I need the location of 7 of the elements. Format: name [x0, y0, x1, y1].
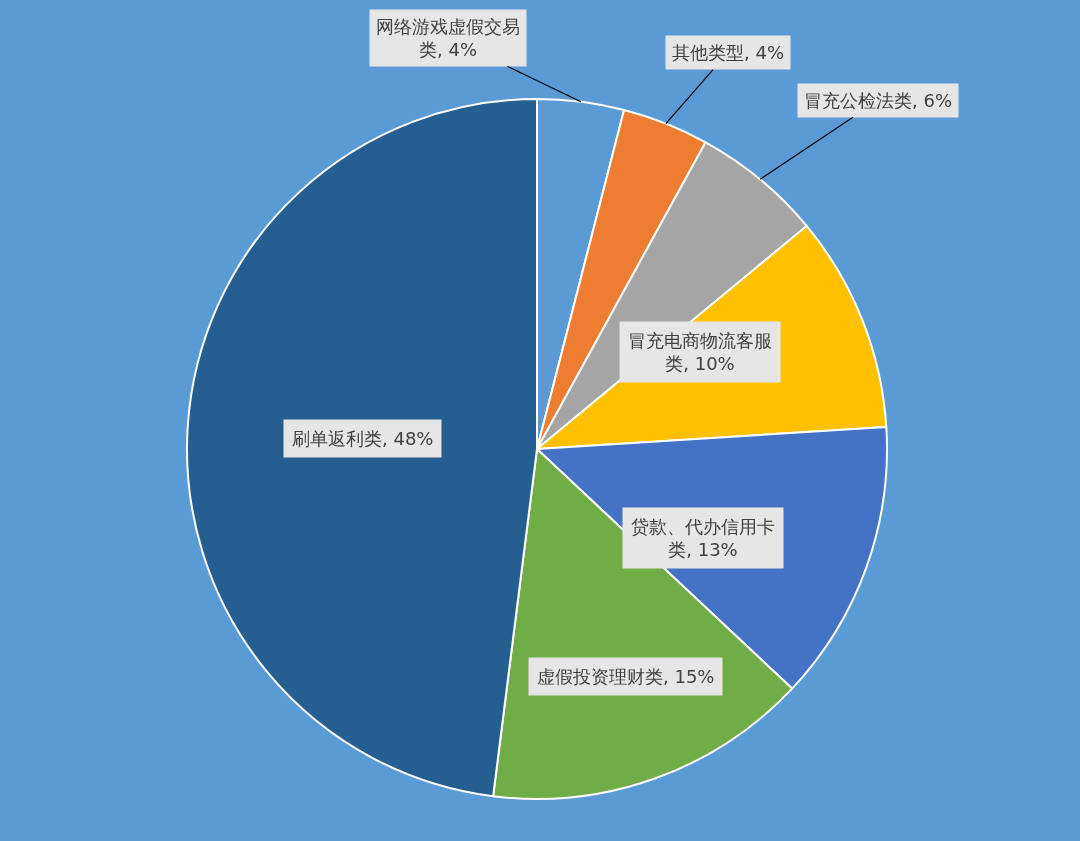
slice-label: 虚假投资理财类, 15%	[537, 666, 715, 687]
slice-label: 网络游戏虚假交易类, 4%	[376, 16, 520, 61]
slice-label: 冒充电商物流客服类, 10%	[628, 330, 772, 375]
slice-label: 其他类型, 4%	[672, 42, 784, 63]
slice-label: 刷单返利类, 48%	[292, 428, 434, 449]
slice-label: 贷款、代办信用卡类, 13%	[631, 516, 775, 561]
slice-label: 冒充公检法类, 6%	[804, 90, 952, 111]
